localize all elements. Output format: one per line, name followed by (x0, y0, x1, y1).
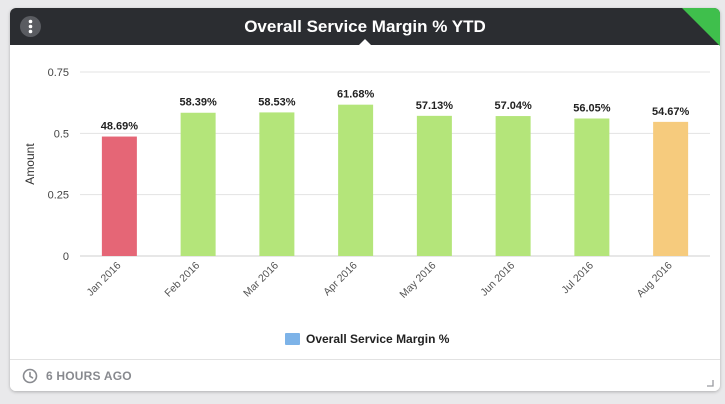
widget-header: Overall Service Margin % YTD (10, 8, 720, 46)
bar-value-label: 61.68% (337, 89, 375, 101)
x-tick-label: Apr 2016 (321, 260, 360, 299)
x-tick-label: Mar 2016 (241, 260, 281, 300)
bar-value-label: 57.13% (416, 100, 454, 112)
status-corner-flag (682, 8, 720, 46)
bar[interactable] (338, 104, 374, 256)
y-tick-label: 0.5 (54, 128, 69, 140)
legend-label: Overall Service Margin % (306, 332, 450, 346)
x-tick-label: Jan 2016 (84, 260, 123, 299)
bar-value-label: 58.39% (179, 97, 217, 109)
bar-data-labels: 48.69% 58.39% 58.53% 61.68% 57.13% 57.04% 56.0… (101, 89, 690, 133)
bar[interactable] (574, 118, 610, 257)
bar[interactable] (495, 116, 531, 257)
more-options-button[interactable] (20, 16, 41, 37)
bar[interactable] (416, 115, 452, 256)
y-axis-label: Amount (23, 143, 37, 185)
legend-swatch (285, 333, 300, 345)
x-tick-label: Jun 2016 (478, 260, 517, 299)
widget-card: Overall Service Margin % YTD 0 0.25 0.5 0.7… (10, 8, 720, 391)
x-axis-ticks: Jan 2016 Feb 2016 Mar 2016 Apr 2016 May 2016… (84, 260, 674, 301)
bar[interactable] (259, 112, 295, 256)
x-tick-label: Feb 2016 (162, 260, 202, 300)
bar[interactable] (180, 112, 216, 256)
clock-icon (22, 368, 38, 384)
bars (101, 104, 689, 257)
y-tick-label: 0.75 (48, 67, 69, 79)
bar-value-label: 58.53% (258, 96, 296, 108)
bar-value-label: 54.67% (652, 106, 690, 118)
bar-value-label: 57.04% (494, 100, 532, 112)
title-caret-icon (359, 39, 371, 45)
bar[interactable] (653, 121, 689, 256)
x-tick-label: Jul 2016 (559, 260, 596, 297)
x-tick-label: May 2016 (397, 260, 438, 301)
gridlines (80, 71, 710, 257)
legend[interactable]: Overall Service Margin % (285, 332, 450, 346)
widget-title: Overall Service Margin % YTD (244, 17, 486, 36)
x-tick-label: Aug 2016 (634, 260, 674, 300)
resize-handle-icon[interactable] (706, 379, 714, 387)
y-tick-label: 0.25 (48, 190, 69, 202)
y-axis-ticks: 0 0.25 0.5 0.75 (48, 67, 69, 263)
widget-footer: 6 HOURS AGO (10, 359, 720, 391)
bar-value-label: 48.69% (101, 121, 139, 133)
last-updated-text: 6 HOURS AGO (46, 369, 132, 383)
y-tick-label: 0 (63, 251, 69, 263)
bar[interactable] (101, 136, 137, 256)
bar-chart: 0 0.25 0.5 0.75 Amount 48.69% 58.39% 58.53% 61… (23, 67, 710, 346)
bar-value-label: 56.05% (573, 102, 611, 114)
vertical-dots-icon (28, 19, 33, 34)
